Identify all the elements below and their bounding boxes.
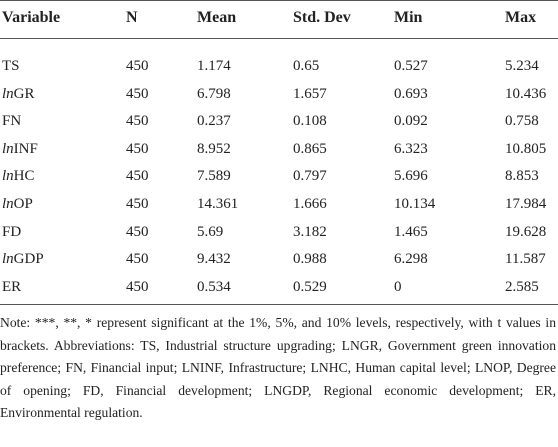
table-cell: 5.234: [505, 58, 539, 74]
table-cell: 450: [126, 278, 149, 295]
row-label: lnGDP: [2, 251, 44, 268]
row-label: FN: [2, 113, 22, 130]
table-cell: 0.988: [293, 251, 327, 268]
row-label: lnOP: [2, 196, 33, 212]
table-cell: 1.666: [293, 196, 327, 212]
table-cell: 0.237: [197, 113, 231, 130]
table-cell: 10.134: [394, 196, 436, 212]
table-cell: 450: [126, 113, 149, 130]
column-header: Std. Dev: [293, 9, 351, 26]
table-cell: 8.853: [505, 168, 539, 185]
bottom-rule: [0, 304, 558, 305]
table-note: Note: ***, **, * represent significant a…: [0, 315, 556, 421]
table-cell: 7.589: [197, 168, 231, 185]
table-cell: 450: [126, 85, 149, 102]
table-cell: 0.527: [394, 58, 428, 74]
column-header: Variable: [2, 9, 61, 26]
table-cell: 6.323: [394, 140, 428, 157]
row-label: ER: [2, 278, 22, 295]
table-cell: 0.758: [505, 113, 539, 130]
table-cell: 0: [394, 278, 402, 295]
table-cell: 1.174: [197, 58, 231, 74]
table-cell: 19.628: [505, 223, 547, 240]
table-cell: 2.585: [505, 278, 539, 295]
table-cell: 0.529: [293, 278, 327, 295]
table-cell: 6.798: [197, 85, 231, 102]
table-cell: 0.797: [293, 168, 327, 185]
table-cell: 0.65: [293, 58, 320, 74]
table-cell: 6.298: [394, 251, 428, 268]
column-header: Mean: [197, 9, 237, 26]
row-label: FD: [2, 223, 22, 240]
table-cell: 450: [126, 251, 149, 268]
table-cell: 450: [126, 223, 149, 240]
table-cell: 3.182: [293, 223, 327, 240]
column-header: Min: [394, 9, 423, 26]
row-label: lnINF: [2, 140, 38, 157]
row-label: TS: [2, 58, 20, 74]
table-cell: 8.952: [197, 140, 231, 157]
table-cell: 0.534: [197, 278, 231, 295]
table-cell: 10.436: [505, 85, 547, 102]
column-header: Max: [505, 9, 537, 26]
table-cell: 450: [126, 140, 149, 157]
top-rule: [0, 0, 558, 1]
table-cell: 0.693: [394, 85, 428, 102]
table-cell: 450: [126, 196, 149, 212]
table-cell: 5.696: [394, 168, 428, 185]
row-label: lnGR: [2, 85, 35, 102]
table-cell: 450: [126, 58, 149, 74]
table-cell: 1.465: [394, 223, 428, 240]
table-cell: 9.432: [197, 251, 231, 268]
table-cell: 1.657: [293, 85, 327, 102]
header-rule: [0, 38, 558, 39]
table-cell: 11.587: [505, 251, 546, 268]
table-cell: 450: [126, 168, 149, 185]
table-cell: 0.092: [394, 113, 428, 130]
table-cell: 5.69: [197, 223, 224, 240]
table-cell: 0.108: [293, 113, 327, 130]
table-cell: 0.865: [293, 140, 327, 157]
table-cell: 14.361: [197, 196, 239, 212]
row-label: lnHC: [2, 168, 35, 185]
table-cell: 10.805: [505, 140, 547, 157]
column-header: N: [126, 9, 138, 26]
table-cell: 17.984: [505, 196, 547, 212]
